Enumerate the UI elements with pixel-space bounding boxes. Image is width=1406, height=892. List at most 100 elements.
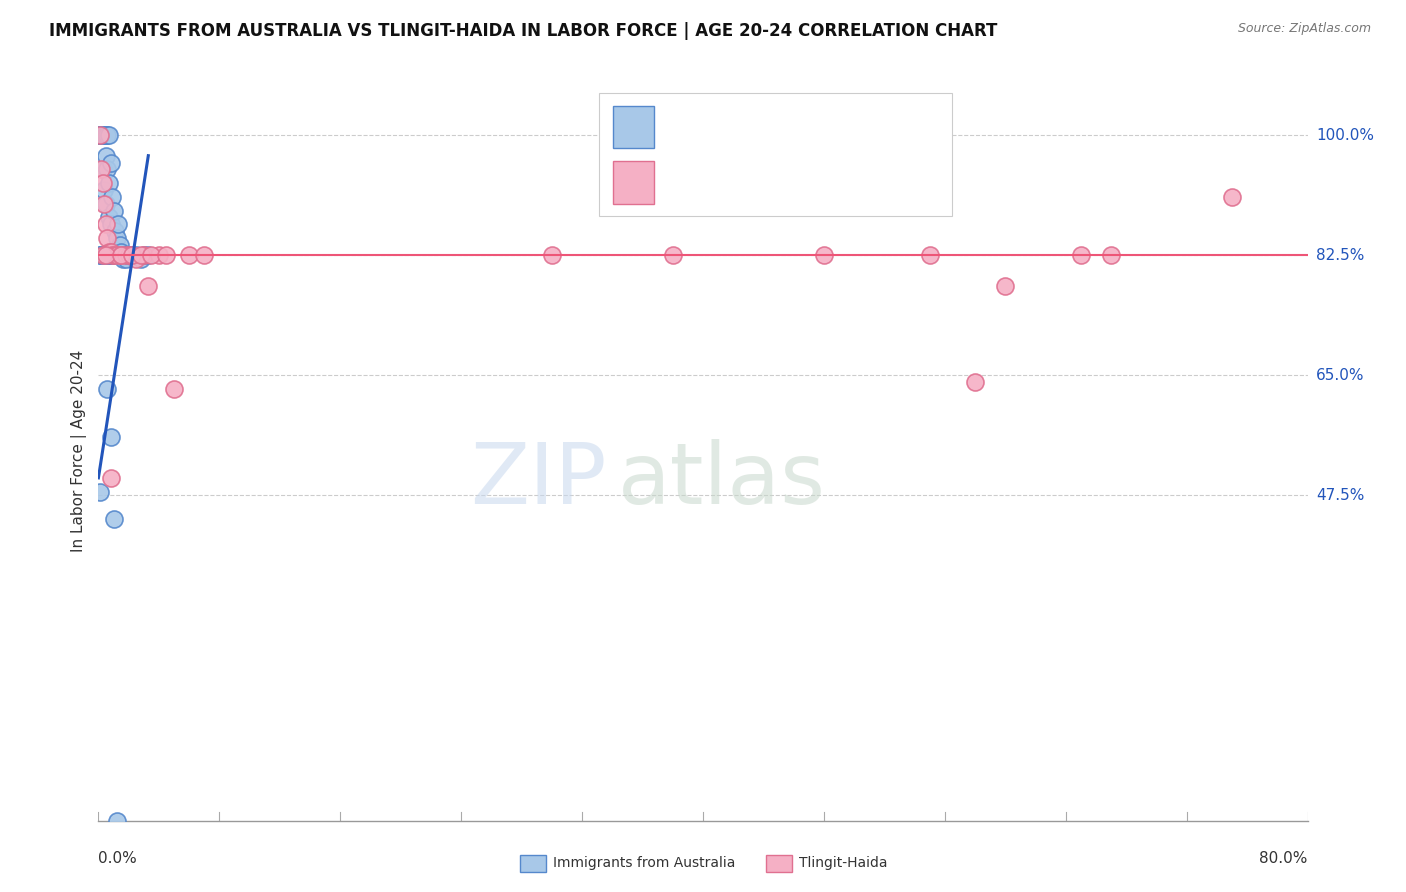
Point bbox=[155, 248, 177, 262]
Point bbox=[91, 128, 114, 142]
Point bbox=[100, 155, 122, 169]
Text: 80.0%: 80.0% bbox=[1260, 851, 1308, 866]
Point bbox=[994, 279, 1017, 293]
Text: Tlingit-Haida: Tlingit-Haida bbox=[799, 856, 887, 871]
Text: 0.0%: 0.0% bbox=[98, 851, 138, 866]
Point bbox=[89, 128, 111, 142]
Point bbox=[93, 196, 115, 211]
Point bbox=[110, 248, 132, 262]
Point bbox=[98, 128, 121, 142]
Text: ZIP: ZIP bbox=[470, 439, 606, 522]
Point bbox=[193, 248, 215, 262]
Point bbox=[132, 248, 155, 262]
Point bbox=[96, 382, 118, 396]
Point bbox=[118, 248, 141, 262]
Point bbox=[90, 162, 112, 177]
Point bbox=[103, 248, 125, 262]
Point bbox=[94, 149, 117, 163]
Point bbox=[1099, 248, 1122, 262]
Point bbox=[100, 217, 122, 231]
Point bbox=[93, 248, 115, 262]
Point bbox=[114, 252, 136, 266]
Point bbox=[104, 224, 127, 238]
Point bbox=[111, 252, 134, 266]
Point bbox=[101, 248, 124, 262]
Point bbox=[105, 814, 128, 828]
Point bbox=[115, 248, 138, 262]
Point bbox=[101, 190, 124, 204]
Text: 82.5%: 82.5% bbox=[1316, 248, 1364, 262]
Text: 65.0%: 65.0% bbox=[1316, 368, 1364, 383]
Point bbox=[91, 248, 114, 262]
Point bbox=[100, 471, 122, 485]
Point bbox=[94, 196, 117, 211]
Point bbox=[661, 248, 683, 262]
Point bbox=[103, 203, 125, 218]
Y-axis label: In Labor Force | Age 20-24: In Labor Force | Age 20-24 bbox=[72, 350, 87, 551]
Text: 47.5%: 47.5% bbox=[1316, 488, 1364, 502]
Point bbox=[100, 430, 122, 444]
Point bbox=[114, 248, 136, 262]
Text: Source: ZipAtlas.com: Source: ZipAtlas.com bbox=[1237, 22, 1371, 36]
Point bbox=[89, 248, 111, 262]
Text: Immigrants from Australia: Immigrants from Australia bbox=[553, 856, 735, 871]
Point bbox=[141, 248, 163, 262]
Point bbox=[107, 248, 129, 262]
Point bbox=[96, 128, 118, 142]
Point bbox=[129, 248, 152, 262]
Point bbox=[93, 183, 115, 197]
Point bbox=[93, 248, 115, 262]
Point bbox=[125, 252, 148, 266]
Point bbox=[121, 248, 143, 262]
Point bbox=[136, 279, 159, 293]
Point bbox=[100, 248, 122, 262]
Text: 100.0%: 100.0% bbox=[1316, 128, 1374, 143]
Point bbox=[965, 375, 987, 389]
Point bbox=[1220, 190, 1243, 204]
Point bbox=[112, 248, 135, 262]
Point bbox=[94, 128, 117, 142]
Point bbox=[918, 248, 941, 262]
Point bbox=[103, 512, 125, 526]
Point bbox=[96, 162, 118, 177]
Point bbox=[132, 248, 155, 262]
Point bbox=[103, 248, 125, 262]
Point bbox=[94, 248, 117, 262]
Point bbox=[1070, 248, 1092, 262]
Point bbox=[98, 211, 121, 225]
Point bbox=[121, 248, 143, 262]
Point bbox=[90, 248, 112, 262]
Point bbox=[91, 128, 114, 142]
Point bbox=[105, 231, 128, 245]
Point bbox=[100, 244, 122, 259]
Point bbox=[91, 248, 114, 262]
Point bbox=[89, 128, 111, 142]
Point bbox=[96, 231, 118, 245]
Point bbox=[118, 248, 141, 262]
Point bbox=[89, 128, 111, 142]
Point bbox=[91, 162, 114, 177]
Point bbox=[91, 248, 114, 262]
Point bbox=[136, 248, 159, 262]
Text: IMMIGRANTS FROM AUSTRALIA VS TLINGIT-HAIDA IN LABOR FORCE | AGE 20-24 CORRELATIO: IMMIGRANTS FROM AUSTRALIA VS TLINGIT-HAI… bbox=[49, 22, 998, 40]
Point bbox=[107, 217, 129, 231]
Point bbox=[125, 248, 148, 262]
Point bbox=[813, 248, 835, 262]
Text: atlas: atlas bbox=[619, 439, 827, 522]
Point bbox=[94, 248, 117, 262]
Point bbox=[90, 128, 112, 142]
Point bbox=[93, 128, 115, 142]
Point bbox=[96, 248, 118, 262]
Point bbox=[105, 248, 128, 262]
Point bbox=[90, 128, 112, 142]
Point bbox=[98, 248, 121, 262]
Point bbox=[179, 248, 201, 262]
Point bbox=[98, 176, 121, 190]
Point bbox=[101, 248, 124, 262]
Point bbox=[91, 176, 114, 190]
Point bbox=[108, 237, 131, 252]
Point bbox=[110, 244, 132, 259]
Point bbox=[148, 248, 170, 262]
Point bbox=[540, 248, 562, 262]
Point bbox=[93, 128, 115, 142]
